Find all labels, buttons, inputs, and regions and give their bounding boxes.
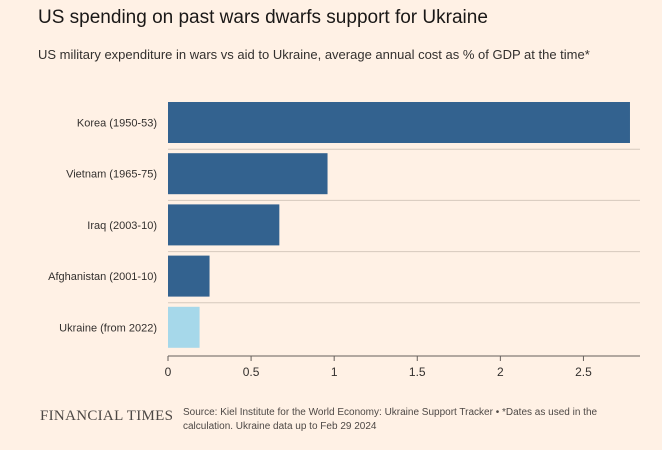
bar [168, 204, 280, 246]
x-tick-label: 2 [497, 365, 504, 379]
bar [168, 102, 630, 143]
bar [168, 255, 210, 297]
ft-logo: FINANCIAL TIMES [40, 408, 174, 424]
x-tick-label: 2.5 [575, 365, 592, 379]
source-note: Source: Kiel Institute for the World Eco… [183, 407, 598, 432]
category-label: Korea (1950-53) [77, 118, 157, 130]
category-label: Ukraine (from 2022) [59, 322, 157, 334]
bar [168, 306, 200, 348]
category-label: Iraq (2003-10) [87, 220, 157, 232]
category-label: Afghanistan (2001-10) [48, 271, 157, 283]
x-tick-label: 1 [331, 365, 338, 379]
x-tick-label: 0.5 [243, 365, 260, 379]
bar-chart: Korea (1950-53) Vietnam (1965-75) Iraq (20… [48, 102, 640, 379]
bar [168, 153, 328, 195]
x-tick-label: 0 [165, 365, 172, 379]
chart-subtitle: US military expenditure in wars vs aid t… [38, 47, 590, 62]
category-label: Vietnam (1965-75) [66, 169, 157, 181]
chart-title: US spending on past wars dwarfs support … [38, 7, 488, 28]
x-tick-label: 1.5 [409, 365, 426, 379]
